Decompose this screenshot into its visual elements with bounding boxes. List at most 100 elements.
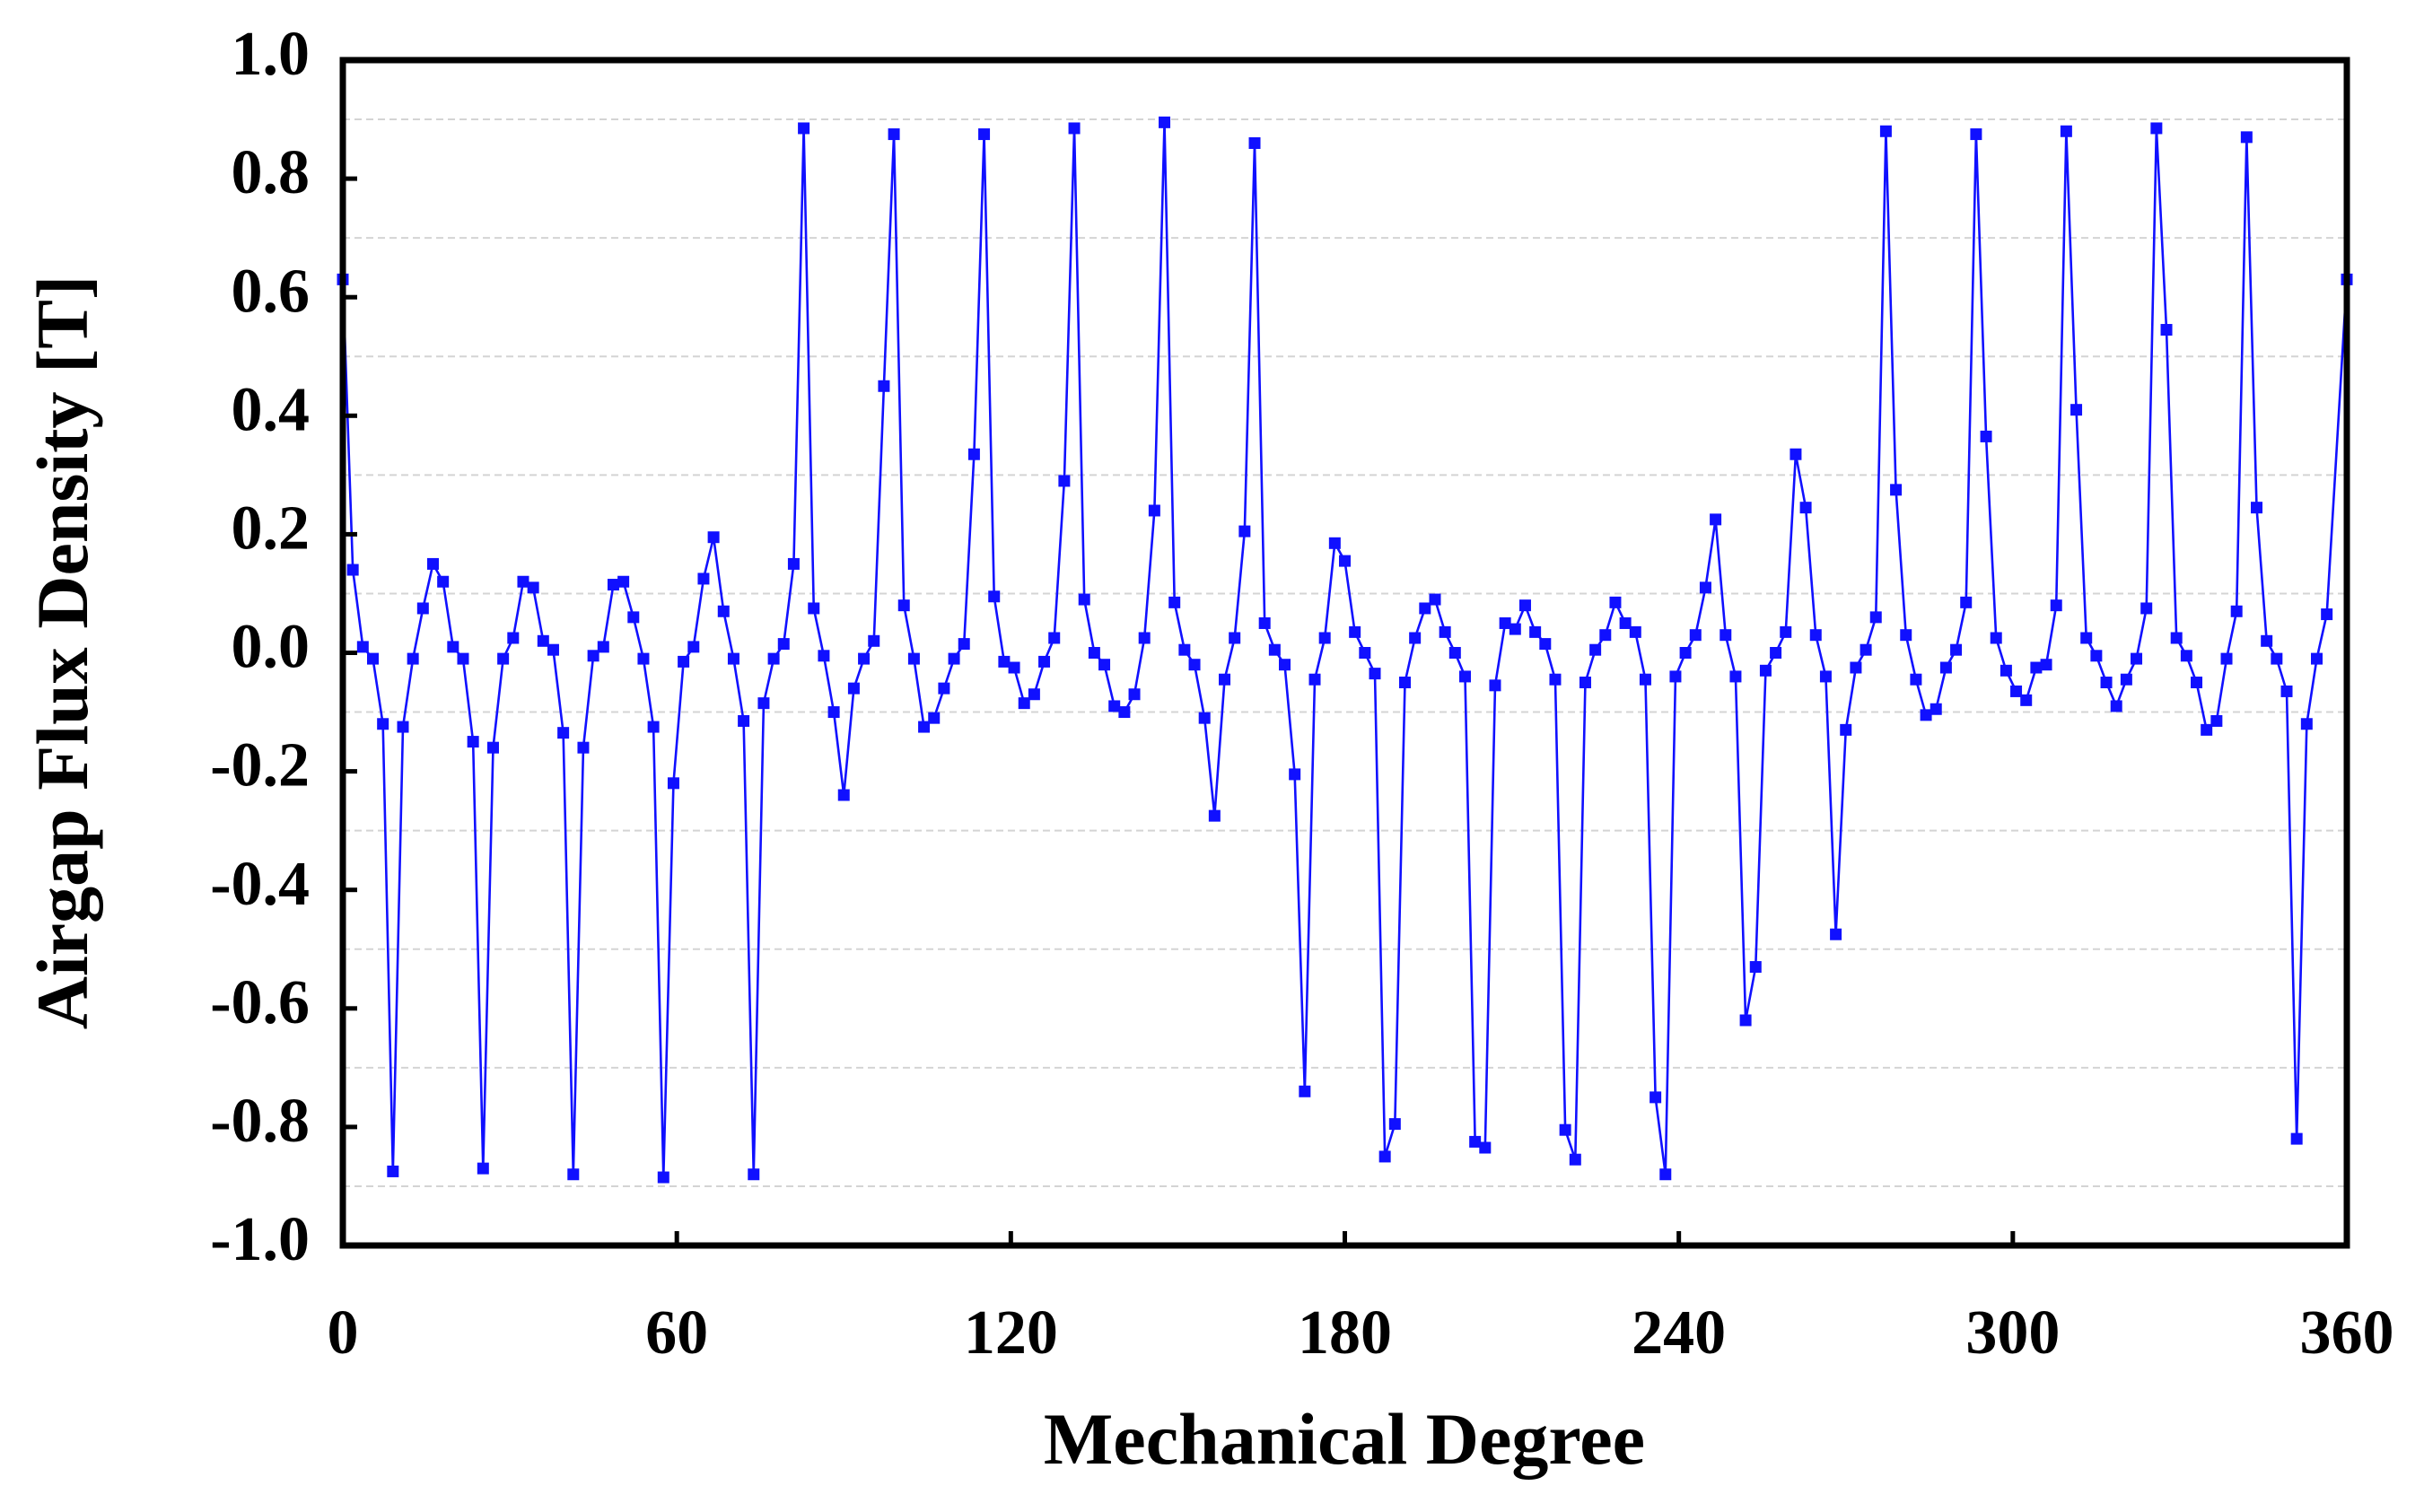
data-point [1518, 599, 1531, 612]
data-point [1599, 629, 1612, 642]
data-point [1118, 706, 1131, 719]
data-point [457, 652, 469, 665]
data-point [527, 581, 539, 594]
data-point [587, 650, 599, 662]
data-point [1569, 1153, 1581, 1166]
x-tick-label: 60 [645, 1298, 708, 1368]
x-tick-label: 240 [1632, 1298, 1726, 1368]
data-point [366, 652, 379, 665]
data-point [1448, 647, 1461, 659]
data-point [617, 575, 630, 588]
data-point [597, 641, 609, 653]
data-point [878, 380, 890, 392]
data-point [1609, 596, 1622, 608]
data-point [2060, 125, 2072, 137]
data-point [467, 736, 479, 748]
data-point [1729, 670, 1742, 683]
x-tick-label: 120 [964, 1298, 1058, 1368]
data-point [978, 128, 991, 141]
y-tick-label: 0.4 [232, 375, 311, 444]
data-point [2280, 685, 2293, 697]
data-point [1869, 611, 1882, 624]
data-point [1078, 593, 1090, 606]
data-point [387, 1165, 399, 1177]
y-axis-title: Airgap Flux Density [T] [22, 275, 103, 1030]
data-point [1619, 616, 1632, 629]
data-point [1068, 122, 1081, 135]
data-point [1238, 525, 1251, 538]
data-point [416, 602, 429, 615]
data-point [1489, 679, 1501, 692]
data-point [1128, 688, 1141, 701]
data-point [2311, 652, 2323, 665]
data-point [727, 652, 739, 665]
data-point [907, 652, 920, 665]
data-point [1529, 625, 1542, 638]
y-tick-label: -0.6 [210, 968, 310, 1037]
data-point [2201, 723, 2213, 736]
data-point [1659, 1168, 1672, 1181]
data-point [397, 721, 409, 733]
data-point [1458, 670, 1471, 683]
x-tick-label: 300 [1965, 1298, 2060, 1368]
data-point [1258, 616, 1271, 629]
data-point [657, 1171, 669, 1184]
x-tick-label: 0 [328, 1298, 359, 1368]
data-point [497, 652, 510, 665]
data-point [1188, 659, 1201, 671]
data-point [2210, 714, 2223, 727]
data-point [1038, 655, 1051, 668]
data-point [847, 682, 860, 695]
data-point [1279, 659, 1291, 671]
data-point [1539, 638, 1552, 651]
data-point [1409, 632, 1422, 644]
data-point [808, 602, 820, 615]
data-point [1699, 581, 1711, 594]
data-point [1429, 593, 1441, 606]
data-point [2140, 602, 2153, 615]
x-axis-title: Mechanical Degree [1044, 1398, 1645, 1480]
data-point [1990, 632, 2002, 644]
data-point [1850, 661, 1862, 674]
data-point [2150, 122, 2163, 135]
data-point [567, 1168, 580, 1181]
data-point [1780, 625, 1792, 638]
data-point [2290, 1132, 2303, 1145]
data-point [1749, 961, 1762, 974]
data-point [507, 632, 520, 644]
data-point [1108, 700, 1121, 712]
data-point [1629, 625, 1641, 638]
data-point [1138, 632, 1151, 644]
data-point [1229, 632, 1241, 644]
data-point [998, 655, 1011, 668]
data-point [547, 643, 559, 656]
data-point [757, 697, 770, 710]
data-point [2160, 324, 2173, 336]
data-point [1439, 625, 1451, 638]
data-point [1879, 125, 1892, 137]
data-point [687, 641, 700, 653]
data-point [2040, 659, 2052, 671]
data-point [477, 1162, 489, 1175]
data-point [1198, 712, 1211, 724]
data-point [2220, 652, 2233, 665]
data-point [1359, 647, 1371, 659]
y-tick-label: 0.2 [232, 494, 311, 563]
data-point [1479, 1141, 1492, 1154]
data-point [2321, 608, 2333, 621]
data-point [1378, 1150, 1391, 1163]
data-point [1398, 677, 1411, 689]
plot-frame [339, 57, 2350, 1249]
data-point [2271, 652, 2283, 665]
data-point [1018, 697, 1030, 710]
data-point [748, 1168, 760, 1181]
data-point [1939, 661, 1952, 674]
data-point [2251, 502, 2263, 514]
data-point [557, 727, 570, 739]
data-point [1339, 555, 1351, 567]
data-point [1028, 688, 1040, 701]
axes: -1.0 -0.8 -0.6 -0.4 -0.2 0.0 0.2 0.4 0.6 0.8 1.0 0 6… [210, 20, 2393, 1368]
data-point [2000, 664, 2012, 677]
data-point [1159, 116, 1171, 128]
data-point [1759, 664, 1772, 677]
